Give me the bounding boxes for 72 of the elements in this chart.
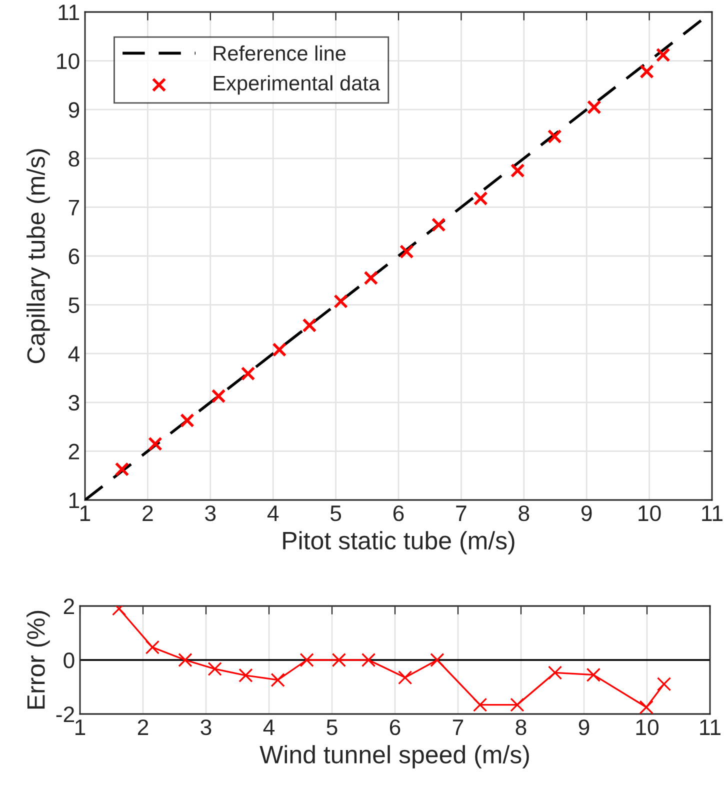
point bbox=[208, 662, 222, 676]
point bbox=[510, 163, 525, 178]
x-axis-title: Pitot static tube (m/s) bbox=[283, 531, 514, 554]
x-tick-label: 11 bbox=[700, 720, 720, 735]
point bbox=[114, 462, 130, 476]
point bbox=[178, 652, 192, 668]
point bbox=[334, 294, 348, 309]
point bbox=[302, 318, 317, 332]
point bbox=[364, 270, 378, 286]
point bbox=[656, 676, 672, 692]
point bbox=[548, 666, 562, 680]
y-tick-label: 8 bbox=[68, 150, 80, 167]
x-tick-label: 3 bbox=[205, 505, 216, 522]
x-tick-label: 4 bbox=[263, 720, 275, 735]
x-tick-label: 10 bbox=[636, 719, 658, 736]
point bbox=[272, 342, 287, 357]
y-tick-label: -2 bbox=[56, 706, 74, 722]
y-tick-label: 1 bbox=[69, 492, 80, 508]
point bbox=[510, 698, 524, 712]
x-axis-title: Wind tunnel speed (m/s) bbox=[260, 745, 529, 768]
x-tick-label: 10 bbox=[638, 505, 661, 522]
point bbox=[656, 48, 670, 62]
point bbox=[148, 436, 162, 452]
point bbox=[639, 700, 654, 714]
point bbox=[473, 191, 488, 206]
point bbox=[332, 652, 346, 668]
point bbox=[472, 698, 488, 712]
y-tick-label: 11 bbox=[58, 4, 80, 20]
point bbox=[270, 672, 285, 688]
x-tick-label: 3 bbox=[200, 719, 212, 736]
point bbox=[361, 652, 376, 668]
point bbox=[211, 388, 226, 404]
x-tick-label: 4 bbox=[267, 506, 279, 521]
y-tick-label: 5 bbox=[68, 298, 80, 314]
y-tick-label: 2 bbox=[68, 444, 80, 460]
legend-label: Experimental data bbox=[214, 75, 380, 95]
x-tick-label: 2 bbox=[138, 719, 148, 735]
point bbox=[238, 668, 253, 682]
point bbox=[547, 129, 562, 144]
y-axis-title: Error (%) bbox=[26, 610, 50, 709]
y-tick-label: 3 bbox=[68, 394, 80, 411]
x-tick-label: 7 bbox=[456, 506, 466, 521]
x-tick-label: 7 bbox=[452, 720, 464, 735]
point bbox=[640, 64, 654, 79]
y-tick-label: 2 bbox=[64, 598, 74, 614]
x-tick-label: 9 bbox=[581, 505, 592, 522]
point bbox=[240, 366, 256, 381]
point bbox=[300, 652, 314, 668]
y-tick-label: 4 bbox=[68, 346, 80, 362]
y-tick-label: 7 bbox=[68, 200, 80, 216]
y-tick-label: 9 bbox=[68, 102, 80, 118]
x-tick-label: 6 bbox=[390, 719, 400, 736]
point bbox=[586, 668, 601, 682]
y-tick-label: 0 bbox=[64, 652, 74, 668]
x-tick-label: 2 bbox=[142, 505, 153, 521]
x-tick-label: 9 bbox=[578, 719, 590, 736]
x-tick-label: 1 bbox=[80, 506, 90, 521]
x-tick-label: 11 bbox=[702, 506, 722, 521]
point bbox=[398, 670, 412, 685]
x-tick-label: 5 bbox=[330, 506, 342, 522]
point bbox=[586, 100, 602, 114]
y-axis-title: Capillary tube (m/s) bbox=[26, 149, 50, 364]
y-tick-label: 10 bbox=[57, 53, 80, 70]
x-tick-label: 8 bbox=[516, 719, 526, 736]
legend-label: Reference line bbox=[214, 45, 346, 61]
x-tick-label: 6 bbox=[393, 505, 404, 522]
x-tick-label: 8 bbox=[518, 505, 530, 522]
y-tick-label: 6 bbox=[68, 248, 80, 264]
x-tick-label: 5 bbox=[326, 720, 338, 736]
point bbox=[431, 218, 446, 232]
point bbox=[180, 413, 194, 428]
point bbox=[399, 244, 414, 259]
